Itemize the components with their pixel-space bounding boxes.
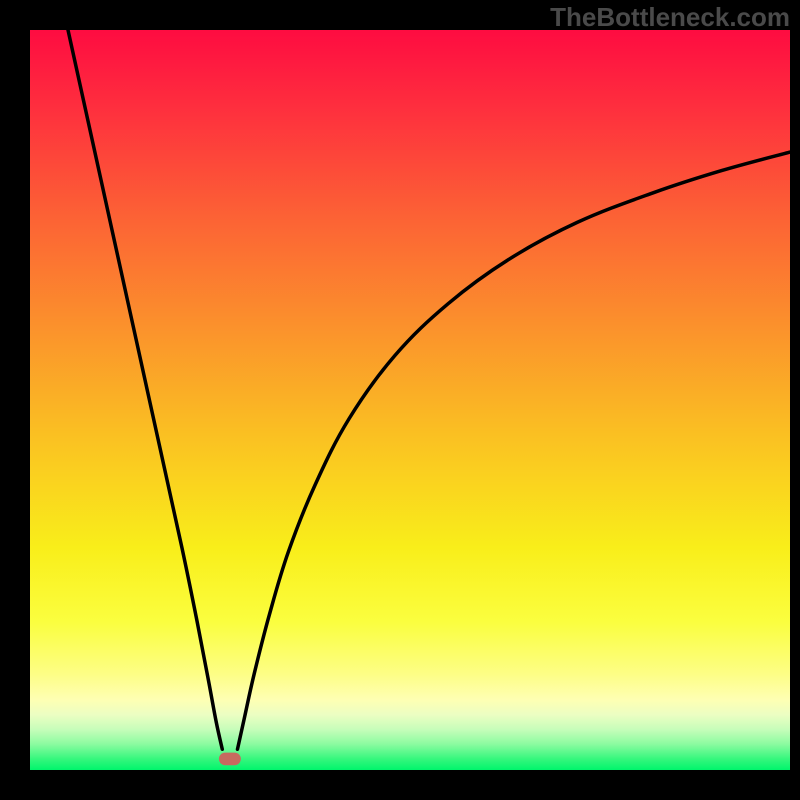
trough-marker — [219, 753, 241, 766]
chart-svg — [30, 30, 790, 770]
gradient-background — [30, 30, 790, 770]
plot-area — [30, 30, 790, 770]
watermark-text: TheBottleneck.com — [550, 2, 790, 33]
